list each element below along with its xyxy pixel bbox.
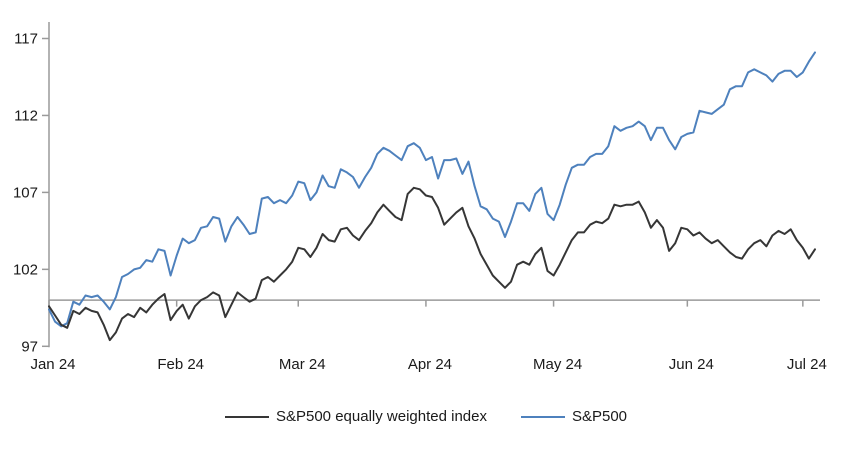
x-axis-tick-label: Jul 24	[787, 356, 827, 373]
legend-label-sp500: S&P500	[571, 408, 628, 425]
x-axis-tick-label: Feb 24	[157, 356, 204, 373]
series-line-sp500	[48, 51, 816, 328]
y-axis-tick-label: 97	[21, 338, 38, 355]
series-line-equal-weight	[48, 186, 816, 342]
legend-label-equal-weight: S&P500 equally weighted index	[275, 408, 487, 425]
x-axis-tick-label: Jan 24	[30, 356, 75, 373]
legend-item-sp500: S&P500	[520, 408, 628, 425]
x-axis-tick-label: Jun 24	[669, 356, 714, 373]
chart-legend: S&P500 equally weighted index S&P500	[0, 408, 852, 425]
x-axis-tick-label: Apr 24	[408, 356, 452, 373]
x-axis-tick-label: Mar 24	[279, 356, 326, 373]
legend-item-equal-weight: S&P500 equally weighted index	[224, 408, 487, 425]
y-axis-tick-label: 112	[14, 107, 38, 124]
y-axis-tick-label: 117	[14, 31, 38, 48]
y-axis-tick-label: 102	[13, 261, 38, 278]
legend-line-sample-equal-weight	[224, 415, 269, 418]
x-axis-tick-label: May 24	[533, 356, 582, 373]
y-axis-tick-label: 107	[13, 184, 38, 201]
legend-line-sample-sp500	[520, 415, 565, 418]
